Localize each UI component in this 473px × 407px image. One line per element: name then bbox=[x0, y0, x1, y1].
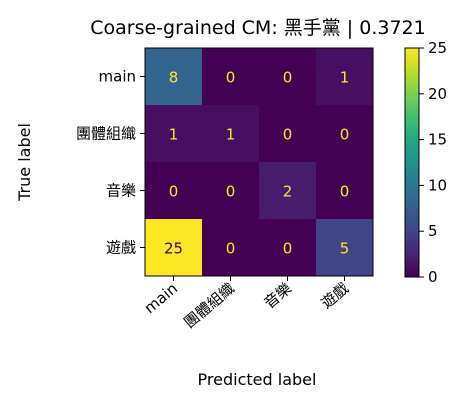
heatmap-cell bbox=[259, 105, 316, 162]
cell-value-label: 1 bbox=[169, 126, 179, 144]
cell-value-label: 0 bbox=[283, 126, 293, 144]
cell-value-label: 0 bbox=[283, 69, 293, 87]
heatmap-cell bbox=[202, 105, 259, 162]
cell-value-label: 0 bbox=[226, 240, 236, 258]
heatmap-frame bbox=[144, 47, 374, 277]
heatmap-cell bbox=[145, 48, 202, 105]
heatmap-cell bbox=[202, 162, 259, 219]
cell-value-label: 5 bbox=[340, 240, 350, 258]
colorbar-tick-label: 25 bbox=[428, 39, 447, 57]
cell-value-label: 1 bbox=[340, 69, 350, 87]
cell-value-label: 2 bbox=[283, 183, 293, 201]
cell-value-label: 0 bbox=[169, 183, 179, 201]
x-axis-label: Predicted label bbox=[198, 370, 317, 389]
heatmap-cell bbox=[145, 219, 202, 276]
colorbar-tick-label: 0 bbox=[428, 268, 438, 286]
cell-value-label: 0 bbox=[283, 240, 293, 258]
heatmap-cell bbox=[316, 48, 373, 105]
colorbar bbox=[404, 47, 420, 278]
heatmap-cell bbox=[316, 162, 373, 219]
heatmap-cells: 8 0 0 1 1 1 0 0 0 0 2 0 25 0 0 5 bbox=[144, 47, 374, 277]
colorbar-ticks: 0 5 10 15 20 25 bbox=[419, 39, 447, 286]
x-tick-labels: main 團體組織 音樂 遊戲 bbox=[141, 276, 352, 332]
x-tick-label: 音樂 bbox=[261, 279, 296, 312]
colorbar-tick-label: 5 bbox=[428, 222, 438, 240]
x-tick-label: main bbox=[141, 279, 181, 317]
cell-value-label: 1 bbox=[226, 126, 236, 144]
cell-value-label: 0 bbox=[340, 126, 350, 144]
heatmap-cell bbox=[259, 162, 316, 219]
x-tick-label: 遊戲 bbox=[318, 279, 353, 312]
y-tick-label: 團體組織 bbox=[76, 125, 136, 143]
cell-value-label: 25 bbox=[164, 240, 183, 258]
heatmap-cell bbox=[202, 219, 259, 276]
colorbar-tick-label: 20 bbox=[428, 85, 447, 103]
heatmap-cell bbox=[202, 48, 259, 105]
y-tick-label: 音樂 bbox=[106, 182, 136, 200]
chart-title: Coarse-grained CM: 黑手黨 | 0.3721 bbox=[90, 17, 425, 39]
cell-value-label: 8 bbox=[169, 69, 179, 87]
cell-value-label: 0 bbox=[226, 183, 236, 201]
heatmap-cell bbox=[145, 105, 202, 162]
heatmap-cell bbox=[316, 219, 373, 276]
heatmap-cell bbox=[145, 162, 202, 219]
cell-value-label: 0 bbox=[340, 183, 350, 201]
cell-value-label: 0 bbox=[226, 69, 236, 87]
x-tick-label: 團體組織 bbox=[181, 279, 239, 331]
heatmap-cell bbox=[259, 219, 316, 276]
heatmap-cell bbox=[259, 48, 316, 105]
y-tick-label: 遊戲 bbox=[106, 239, 136, 257]
heatmap-cell bbox=[316, 105, 373, 162]
y-tick-label: main bbox=[99, 68, 136, 86]
colorbar-tick-label: 15 bbox=[428, 131, 447, 149]
y-axis-label: True label bbox=[15, 123, 34, 202]
colorbar-tick-label: 10 bbox=[428, 176, 447, 194]
